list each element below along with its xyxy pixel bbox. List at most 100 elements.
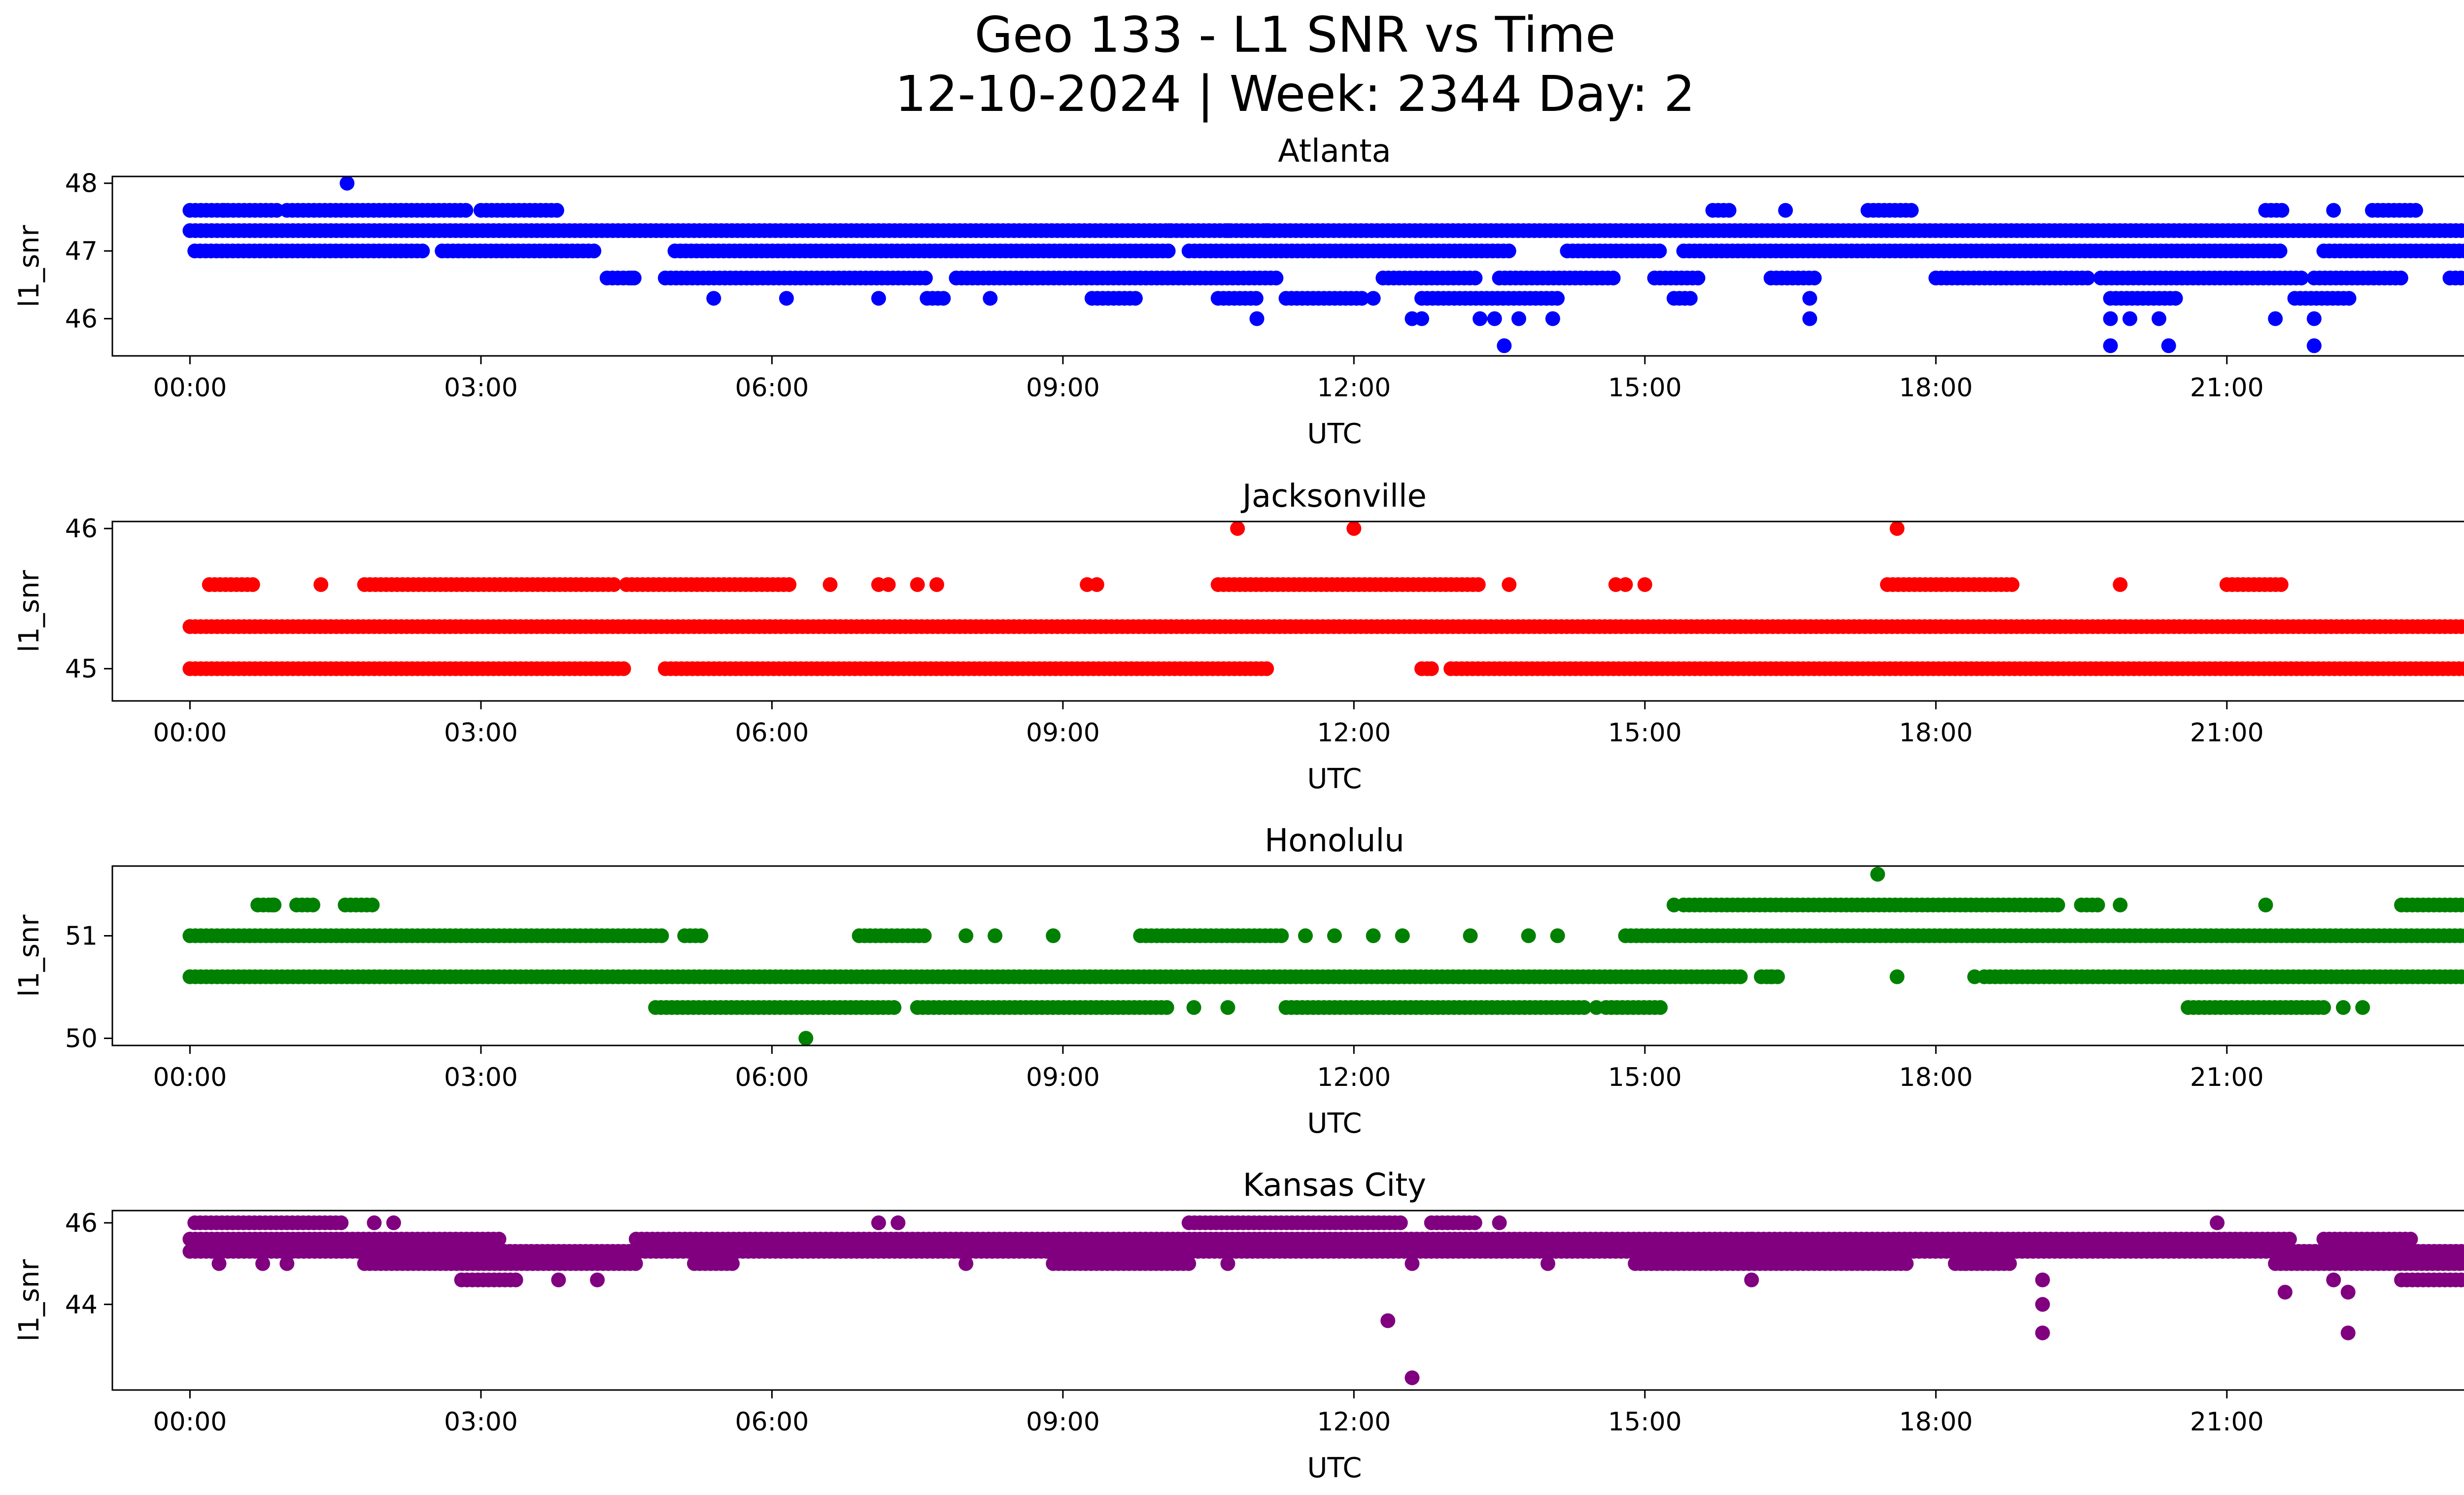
data-point	[1298, 928, 1313, 943]
atlanta-x-ticks: 00:00 03:00 06:00 09:00 12:00 15:00 18:00 21:00…	[153, 356, 2264, 403]
data-point	[340, 176, 355, 191]
kansas-city-outlier-points	[211, 1215, 2464, 1386]
subplot-kansas-city: Kansas City UTC l1_snr 00:00 03:00 06:00 09…	[13, 1167, 2464, 1484]
data-point	[2152, 311, 2166, 326]
data-point	[1666, 898, 1681, 912]
data-point	[265, 898, 280, 912]
data-point	[306, 898, 320, 912]
x-tick-label: 03:00	[444, 1407, 518, 1437]
data-point	[871, 291, 886, 306]
data-point	[654, 928, 669, 943]
x-tick-label: 06:00	[735, 373, 809, 403]
data-point	[2268, 311, 2283, 326]
data-point	[2258, 898, 2273, 912]
data-point	[2274, 203, 2290, 218]
x-tick-label: 00:00	[153, 1063, 227, 1092]
data-point	[1802, 291, 1817, 306]
data-point	[1545, 311, 1560, 326]
data-point	[211, 1256, 227, 1271]
honolulu-x-ticks: 00:00 03:00 06:00 09:00 12:00 15:00 18:00 21:00…	[153, 1045, 2264, 1092]
y-tick-label: 47	[65, 237, 98, 266]
x-tick-label: 00:00	[153, 718, 227, 748]
atlanta-plot-area	[182, 176, 2464, 353]
data-point	[2340, 1285, 2356, 1300]
data-point	[1404, 1370, 1420, 1386]
data-point	[693, 928, 709, 943]
data-point	[890, 1215, 906, 1230]
data-point	[245, 577, 260, 592]
kansas-city-band-45-6	[182, 1231, 2418, 1247]
honolulu-title: Honolulu	[1265, 823, 1404, 859]
data-point	[1366, 291, 1381, 306]
y-tick-label: 46	[65, 1209, 98, 1238]
data-point	[2459, 1273, 2464, 1287]
x-tick-label: 03:00	[444, 1063, 518, 1092]
data-point	[551, 1272, 566, 1287]
data-point	[1550, 928, 1565, 943]
data-point	[2355, 1000, 2370, 1015]
data-point	[2272, 243, 2288, 259]
jacksonville-band-45-6	[202, 577, 2289, 592]
data-point	[616, 661, 631, 676]
x-tick-label: 12:00	[1317, 1407, 1391, 1437]
data-point	[2113, 577, 2128, 592]
data-point	[1162, 223, 1177, 238]
data-point	[2293, 271, 2309, 285]
x-tick-label: 09:00	[1026, 718, 1100, 748]
honolulu-plot-area	[182, 867, 2464, 1045]
data-point	[2326, 203, 2341, 218]
data-point	[983, 291, 998, 306]
x-tick-label: 00:00	[153, 1407, 227, 1437]
x-tick-label: 18:00	[1899, 1407, 1973, 1437]
data-point	[2002, 1256, 2017, 1271]
atlanta-band-46-6	[599, 271, 2464, 285]
x-tick-label: 09:00	[1026, 1063, 1100, 1092]
data-point	[386, 1215, 401, 1230]
data-point	[313, 577, 329, 592]
data-point	[216, 203, 232, 218]
data-point	[1046, 928, 1061, 943]
data-point	[918, 271, 933, 285]
data-point	[1744, 1231, 1759, 1247]
data-point	[1354, 291, 1369, 306]
data-point	[334, 1215, 349, 1230]
data-point	[2035, 1297, 2050, 1312]
data-point	[988, 928, 1003, 943]
kansas-city-y-axis-label: l1_snr	[13, 1259, 45, 1342]
data-point	[1259, 661, 1274, 676]
x-tick-label: 12:00	[1317, 1063, 1391, 1092]
data-point	[725, 1256, 740, 1271]
data-point	[2336, 1000, 2351, 1015]
data-point	[2457, 243, 2464, 259]
data-point	[1589, 1000, 1604, 1015]
x-tick-label: 21:00	[2190, 373, 2264, 403]
data-point	[365, 898, 380, 912]
data-point	[1366, 928, 1381, 943]
honolulu-band-51-3	[250, 898, 2464, 912]
x-tick-label: 12:00	[1317, 373, 1391, 403]
data-point	[1904, 203, 1919, 218]
data-point	[1967, 969, 1982, 984]
data-point	[2458, 928, 2464, 943]
data-point	[779, 291, 794, 306]
data-point	[2408, 203, 2423, 218]
data-point	[255, 1256, 271, 1271]
data-point	[2306, 311, 2322, 326]
data-point	[1414, 311, 1430, 326]
data-point	[2103, 311, 2118, 326]
y-tick-label: 48	[65, 169, 98, 199]
data-point	[2122, 311, 2137, 326]
data-point	[1763, 969, 1779, 984]
data-point	[1230, 522, 1245, 536]
data-point	[1492, 1215, 1507, 1230]
atlanta-band-47	[187, 243, 2464, 259]
y-tick-label: 51	[65, 921, 98, 951]
jacksonville-plot-area	[182, 522, 2464, 676]
x-tick-label: 18:00	[1899, 718, 1973, 748]
data-point	[887, 1000, 902, 1015]
data-point	[2326, 1272, 2341, 1287]
data-point	[1899, 1256, 1914, 1271]
data-point	[458, 203, 474, 218]
x-tick-label: 12:00	[1317, 718, 1391, 748]
